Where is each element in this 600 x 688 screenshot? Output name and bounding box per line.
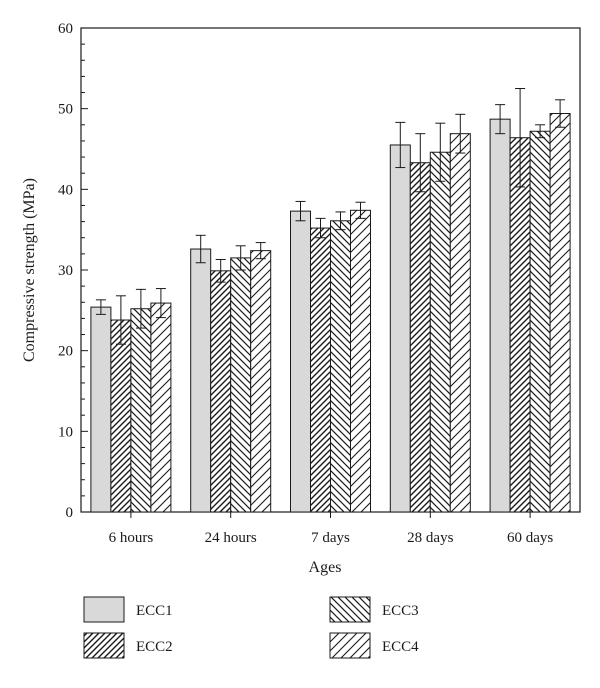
- legend-label-ecc4: ECC4: [382, 639, 419, 655]
- bar-ecc2-6-hours: [110, 319, 132, 513]
- legend-swatch-ecc3: [329, 596, 371, 623]
- y-tick-label: 60: [58, 21, 73, 37]
- legend-swatch-ecc2: [83, 632, 125, 659]
- bar-ecc4-60-days: [549, 113, 571, 513]
- x-tick-label: 7 days: [311, 530, 350, 546]
- bar-ecc4-6-hours: [150, 302, 172, 513]
- y-tick-label: 0: [66, 505, 74, 521]
- y-tick-label: 10: [58, 424, 73, 440]
- x-axis-title: Ages: [309, 559, 342, 576]
- bar-ecc1-60-days: [489, 118, 511, 513]
- x-tick-label: 60 days: [507, 530, 553, 546]
- legend: ECC1 ECC2 ECC3 ECC4: [83, 596, 419, 659]
- bar-ecc4-7-days: [350, 209, 371, 513]
- bar-ecc4-28-days: [449, 133, 471, 513]
- y-tick-label: 20: [58, 344, 73, 360]
- y-tick-label: 30: [58, 263, 73, 279]
- bar-ecc3-6-hours: [130, 308, 152, 513]
- bar-ecc2-60-days: [509, 137, 531, 513]
- x-axis: 6 hours 24 hours 7 days 28 days 60 days: [109, 512, 553, 546]
- bar-ecc3-60-days: [529, 130, 551, 513]
- legend-swatch-ecc4: [329, 632, 371, 659]
- error-bars: [95, 88, 566, 345]
- x-tick-label: 6 hours: [109, 530, 154, 546]
- y-tick-label: 50: [58, 102, 73, 118]
- bar-ecc1-24-hours: [190, 248, 212, 513]
- y-axis: 0 10 20 30 40 50 60: [58, 21, 88, 521]
- y-tick-label: 40: [58, 182, 73, 198]
- legend-label-ecc3: ECC3: [382, 603, 419, 619]
- bar-ecc3-7-days: [330, 220, 351, 513]
- bars: [90, 113, 571, 513]
- bar-ecc2-7-days: [310, 227, 331, 513]
- x-tick-label: 24 hours: [205, 530, 257, 546]
- bar-ecc1-28-days: [389, 144, 411, 513]
- bar-ecc3-24-hours: [230, 257, 252, 513]
- bar-ecc2-28-days: [409, 162, 431, 513]
- bar-ecc4-24-hours: [250, 250, 272, 513]
- x-tick-label: 28 days: [407, 530, 453, 546]
- bar-ecc1-6-hours: [90, 306, 112, 513]
- bar-ecc1-7-days: [290, 210, 311, 513]
- bar-ecc3-28-days: [429, 151, 451, 513]
- legend-label-ecc1: ECC1: [136, 603, 173, 619]
- legend-label-ecc2: ECC2: [136, 639, 173, 655]
- legend-swatch-ecc1: [83, 596, 125, 623]
- bar-ecc2-24-hours: [210, 270, 232, 513]
- y-axis-title: Compressive strength (MPa): [21, 178, 38, 362]
